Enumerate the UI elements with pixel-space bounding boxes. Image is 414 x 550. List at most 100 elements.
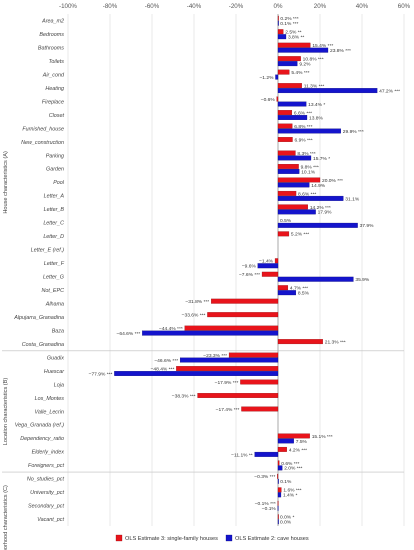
blue-bar-label: 29.9% *** bbox=[343, 129, 364, 135]
red-bar bbox=[277, 285, 289, 291]
blue-bar-label: 35.9% bbox=[355, 277, 370, 283]
red-bar-label: −31.8% *** bbox=[185, 299, 209, 305]
blue-bar bbox=[142, 330, 279, 336]
blue-bar-label: 0.0% bbox=[280, 520, 292, 526]
red-bar-label: 15.1% *** bbox=[312, 434, 333, 440]
category-label: Bedrooms bbox=[39, 32, 64, 38]
red-bar-label: 8.3% *** bbox=[297, 151, 315, 157]
blue-bar-label: 14.9% bbox=[311, 183, 326, 189]
blue-bar bbox=[277, 34, 287, 40]
blue-bar-label: 31.1% bbox=[345, 196, 360, 202]
red-bar bbox=[277, 473, 279, 479]
red-bar-label: 21.3% *** bbox=[325, 340, 346, 346]
blue-bar-label: 37.9% bbox=[360, 223, 375, 229]
group-label: Location characteristics (B) bbox=[3, 378, 9, 446]
red-bar-label: −17.4% *** bbox=[216, 407, 240, 413]
red-bar bbox=[276, 96, 279, 102]
category-label: Loja bbox=[54, 382, 64, 388]
blue-bar-label: 10.1% bbox=[301, 169, 316, 175]
x-tick-label: -20% bbox=[229, 3, 244, 10]
red-bar-label: 0.0% * bbox=[280, 515, 295, 521]
red-bar-label: 11.3% *** bbox=[304, 84, 325, 90]
blue-bar-label: −0.1% bbox=[262, 506, 277, 512]
category-label: Letter_E (ref.) bbox=[31, 248, 64, 254]
blue-bar-label: 13.8% bbox=[309, 115, 324, 121]
red-bar bbox=[207, 312, 279, 318]
red-bar bbox=[277, 137, 293, 142]
category-label: Secondary_pct bbox=[28, 504, 64, 510]
blue-bar bbox=[275, 74, 279, 80]
legend-label-red: OLS Estimate 3: single-family houses bbox=[125, 536, 218, 542]
category-label: Guadix bbox=[47, 355, 64, 361]
red-bar-label: 2.5% ** bbox=[285, 30, 301, 36]
category-label: Air_cond bbox=[42, 72, 65, 78]
blue-bar-label: 47.2% *** bbox=[379, 88, 400, 94]
red-bar-label: 8.6% *** bbox=[298, 191, 316, 197]
category-label: Valle_Lecrin bbox=[35, 409, 64, 415]
red-bar bbox=[277, 150, 296, 156]
red-bar-label: 0.2% *** bbox=[280, 16, 298, 22]
category-label: University_pct bbox=[30, 490, 64, 496]
red-bar-label: 10.8% *** bbox=[303, 57, 324, 63]
x-tick-label: 20% bbox=[314, 3, 327, 10]
blue-bar-label: 0.1% bbox=[280, 479, 292, 485]
legend-label-blue: OLS Estimate 2: cave houses bbox=[235, 536, 309, 542]
category-label: Elderly_index bbox=[32, 450, 65, 456]
red-bar bbox=[277, 446, 287, 452]
category-label: Baza bbox=[52, 328, 64, 334]
blue-bar bbox=[277, 290, 297, 296]
blue-bar-label: −1.2% bbox=[259, 75, 274, 81]
red-bar bbox=[228, 352, 279, 358]
blue-bar-label: −46.6% *** bbox=[154, 358, 178, 364]
legend-swatch-blue bbox=[225, 534, 233, 542]
red-bar bbox=[277, 83, 302, 89]
category-label: Costa_Granadina bbox=[22, 342, 64, 348]
red-bar bbox=[184, 325, 279, 331]
category-label: Garden bbox=[46, 167, 64, 173]
extra-bar-label: 0.5% bbox=[280, 218, 292, 224]
blue-bar bbox=[277, 88, 378, 94]
category-label: Foreigners_pct bbox=[28, 463, 64, 469]
red-bar bbox=[277, 69, 290, 75]
red-bar-label: 0.6% *** bbox=[281, 461, 299, 467]
category-label: Alpujarra_Granadina bbox=[13, 315, 64, 321]
red-bar bbox=[277, 460, 280, 466]
red-bar bbox=[277, 164, 299, 169]
blue-bar-label: 8.5% bbox=[298, 291, 310, 297]
category-label: Vacant_pct bbox=[37, 517, 64, 523]
red-bar bbox=[241, 406, 279, 412]
red-bar bbox=[277, 433, 310, 439]
blue-bar-label: 9.2% bbox=[299, 62, 311, 68]
category-label: New_construction bbox=[21, 140, 64, 146]
category-label: Alhama bbox=[45, 301, 64, 307]
category-label: Toilets bbox=[49, 59, 65, 65]
red-bar bbox=[277, 204, 308, 210]
category-label: Closet bbox=[49, 113, 65, 119]
x-tick-label: -40% bbox=[187, 3, 202, 10]
red-bar bbox=[176, 366, 279, 372]
blue-bar bbox=[277, 115, 308, 120]
blue-bar bbox=[277, 492, 282, 498]
red-bar-label: −17.9% *** bbox=[215, 380, 239, 386]
blue-bar bbox=[277, 47, 329, 53]
red-bar bbox=[277, 177, 321, 183]
blue-bar-label: −64.6% *** bbox=[117, 331, 141, 337]
red-bar-label: −23.3% *** bbox=[203, 353, 227, 359]
red-bar bbox=[277, 500, 279, 506]
legend-swatch-red bbox=[115, 534, 123, 542]
blue-bar bbox=[277, 195, 344, 201]
red-bar bbox=[277, 110, 293, 116]
red-bar-label: 9.8% *** bbox=[301, 164, 319, 170]
blue-bar-label: 0.1% *** bbox=[280, 21, 298, 27]
blue-bar-label: −11.1% ** bbox=[231, 452, 253, 458]
category-label: Bathrooms bbox=[38, 45, 64, 51]
red-bar bbox=[277, 487, 282, 493]
red-bar-label: −0.1% *** bbox=[255, 501, 276, 507]
red-bar bbox=[277, 231, 290, 237]
blue-bar bbox=[277, 519, 279, 525]
blue-bar bbox=[257, 263, 279, 269]
red-bar-label: 4.2% *** bbox=[289, 447, 307, 453]
red-bar-label: −0.6% bbox=[261, 97, 276, 103]
blue-bar bbox=[277, 128, 341, 134]
blue-bar bbox=[179, 357, 279, 363]
